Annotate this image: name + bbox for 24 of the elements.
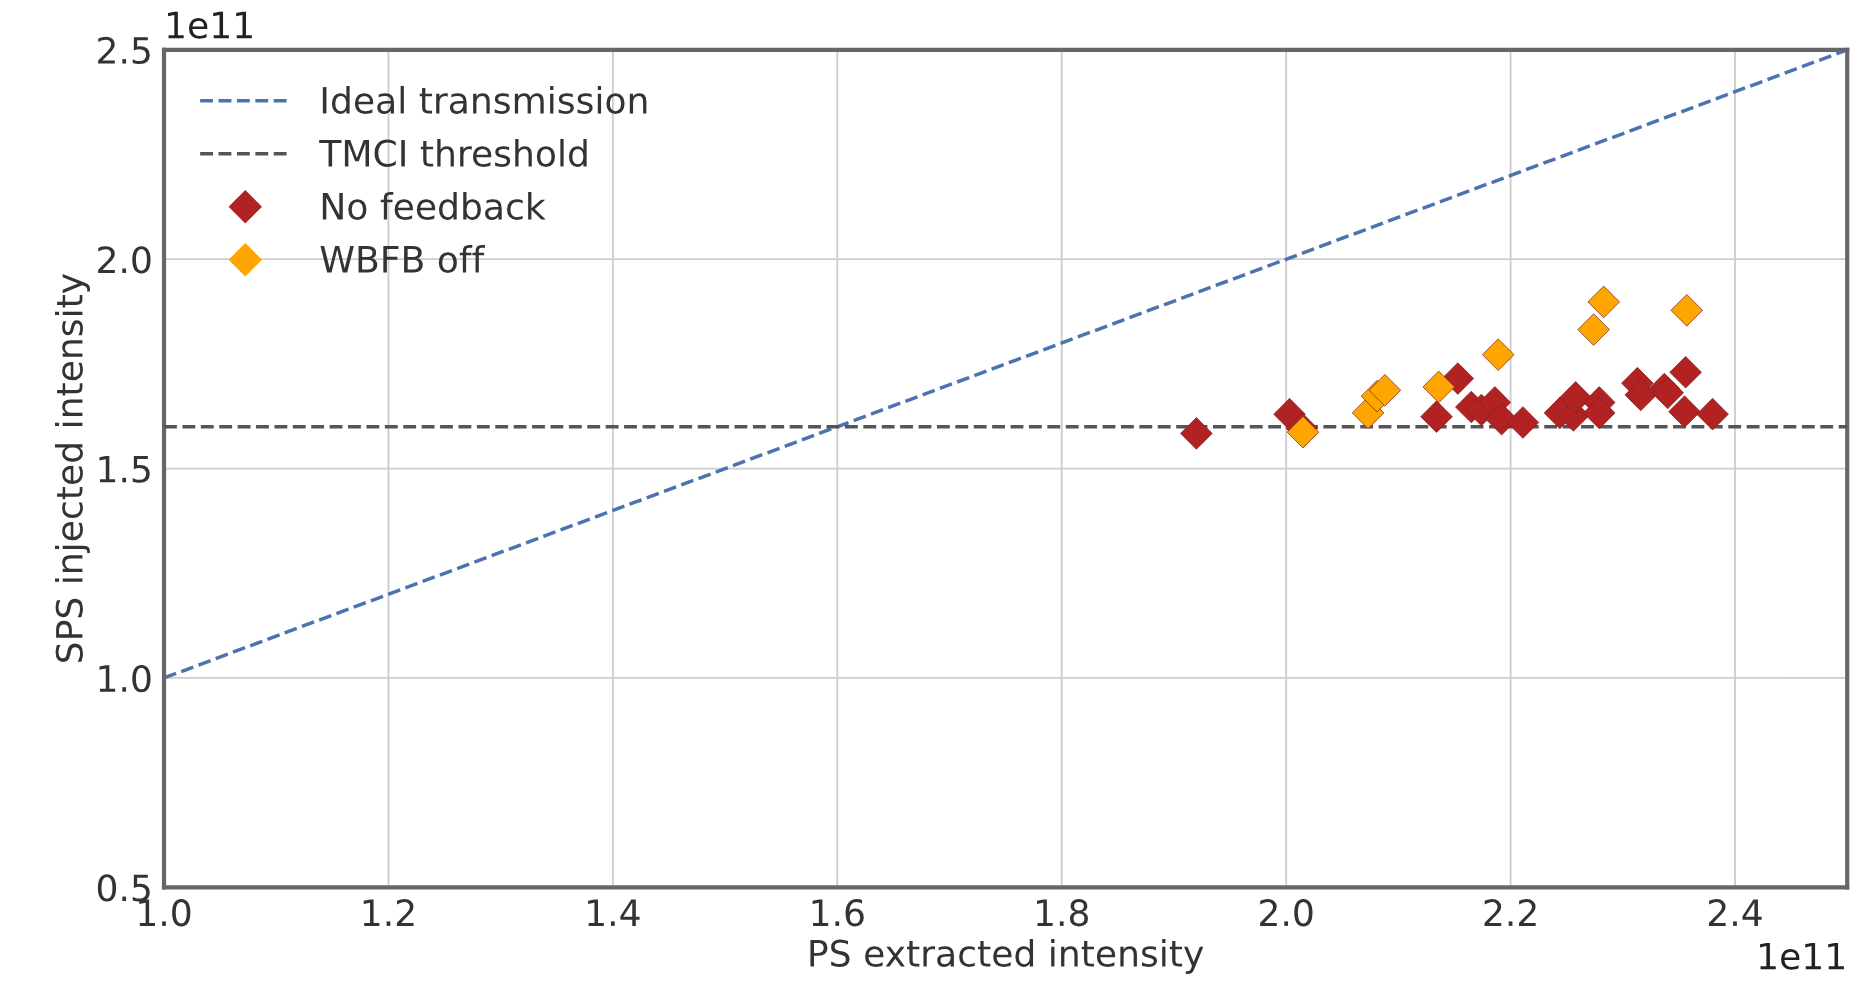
point (1587, 285, 1620, 319)
text: 1e11 (168, 11, 252, 39)
legend-label: No feedback (322, 191, 546, 220)
legend-label: TMCI threshold (319, 138, 587, 167)
y-tick-label: 1.5 (99, 455, 150, 483)
legend-label: WBFB off (320, 244, 486, 273)
point (1420, 400, 1453, 433)
point (1506, 406, 1540, 439)
y-tick-label: 2.0 (98, 246, 151, 274)
y-tick-label: 1.0 (99, 664, 151, 693)
x-tick-label: 2.0 (1260, 899, 1313, 927)
x-tick-label: 1.2 (363, 899, 414, 926)
x-tick-label: 2.2 (1484, 899, 1536, 926)
y-tick-label: 2.5 (98, 36, 150, 65)
text: 1e11 (1760, 942, 1844, 970)
y-axis-title: SPS injected intensity (54, 273, 90, 662)
x-tick-label: 2.4 (1708, 899, 1762, 926)
point (1577, 313, 1610, 346)
x-tick-label: 1.8 (1036, 899, 1088, 927)
x-tick-label: 1.6 (812, 899, 864, 927)
point (1696, 397, 1729, 431)
legend-label: Ideal transmission (322, 85, 647, 114)
x-axis-title: PS extracted intensity (810, 938, 1204, 974)
x-tick-label: 1.4 (588, 899, 640, 926)
